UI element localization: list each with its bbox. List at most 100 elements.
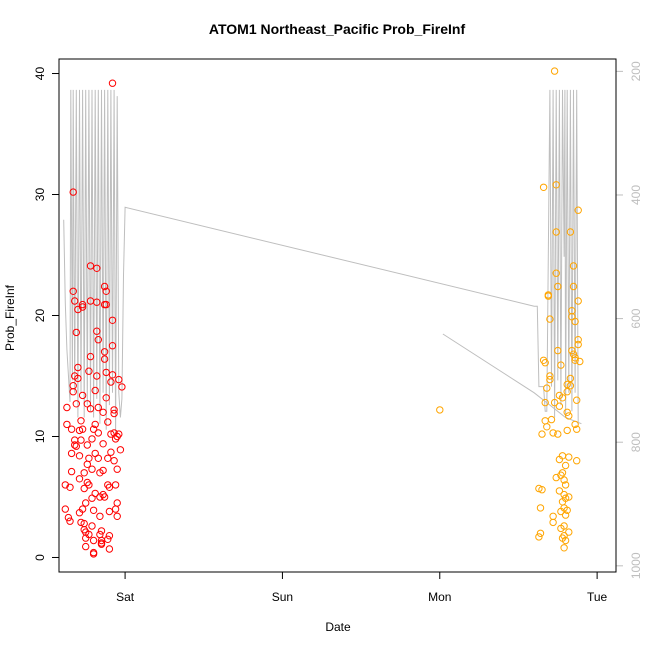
data-point <box>74 374 82 383</box>
data-point <box>99 466 107 475</box>
data-point <box>550 398 559 407</box>
data-point <box>547 415 556 424</box>
data-point <box>565 453 573 461</box>
secondary-tick-label: 400 <box>629 185 643 205</box>
data-point <box>86 352 95 361</box>
data-point <box>108 342 117 350</box>
data-point <box>554 346 562 355</box>
data-point <box>552 181 560 189</box>
data-point <box>94 429 103 437</box>
x-tick-label: Mon <box>428 590 451 604</box>
data-point <box>89 536 98 545</box>
data-point <box>102 287 110 295</box>
data-point <box>80 469 88 477</box>
data-point <box>110 406 118 414</box>
data-point <box>75 475 84 483</box>
data-point <box>541 359 549 367</box>
y-tick-label: 40 <box>33 67 47 81</box>
data-point <box>66 483 74 491</box>
data-point <box>110 409 118 418</box>
data-point <box>116 446 125 454</box>
data-point <box>565 493 573 501</box>
data-point <box>560 476 568 484</box>
data-point <box>88 522 96 530</box>
data-point <box>538 486 546 494</box>
data-point <box>102 300 110 309</box>
data-point <box>105 483 114 491</box>
data-point <box>77 417 85 425</box>
data-point <box>539 183 548 192</box>
data-point <box>85 367 93 375</box>
data-point <box>107 448 115 456</box>
data-point <box>571 354 579 362</box>
data-point <box>111 481 120 489</box>
data-point <box>110 457 118 465</box>
data-point <box>563 506 571 514</box>
data-point <box>91 420 99 429</box>
data-point <box>558 394 567 402</box>
data-point <box>72 442 81 450</box>
data-point <box>565 412 573 420</box>
data-point <box>544 291 552 299</box>
data-point <box>574 297 582 305</box>
data-point <box>549 518 557 527</box>
y-tick-label: 30 <box>33 188 47 202</box>
data-point <box>102 368 110 377</box>
data-point <box>554 430 562 438</box>
data-point <box>88 435 96 443</box>
data-point <box>89 548 98 557</box>
data-point <box>546 372 554 380</box>
data-point <box>96 512 104 520</box>
data-point <box>105 532 114 540</box>
data-point <box>97 539 106 547</box>
data-point <box>107 378 115 386</box>
data-point <box>541 398 549 407</box>
data-point <box>549 512 557 520</box>
data-point <box>565 528 573 536</box>
data-point <box>105 507 114 516</box>
data-point <box>71 297 79 305</box>
data-point <box>86 262 95 270</box>
data-point <box>563 380 571 389</box>
data-point <box>560 544 568 552</box>
data-point <box>78 505 87 513</box>
data-point <box>571 420 579 429</box>
data-point <box>78 300 87 309</box>
secondary-tick-label: 800 <box>629 432 643 452</box>
data-point <box>552 473 560 482</box>
data-point <box>543 384 551 392</box>
data-point <box>573 396 581 404</box>
data-point <box>111 505 120 513</box>
data-point <box>100 348 109 356</box>
data-point <box>82 499 90 507</box>
data-point <box>560 522 568 530</box>
data-point <box>94 336 103 344</box>
data-point <box>436 406 444 414</box>
data-point <box>550 67 559 75</box>
data-point <box>541 417 549 425</box>
data-point <box>67 449 76 458</box>
data-point <box>82 542 90 551</box>
data-point <box>566 228 575 236</box>
data-point <box>576 357 584 366</box>
data-point <box>555 402 564 410</box>
data-point <box>543 423 551 431</box>
data-point <box>69 388 77 396</box>
data-point <box>563 426 571 435</box>
data-point <box>80 484 88 493</box>
data-point <box>115 375 123 384</box>
chart-title: ATOM1 Northeast_Pacific Prob_FireInf <box>209 21 466 37</box>
x-tick-label: Sat <box>116 590 135 604</box>
secondary-line-layer <box>63 89 582 437</box>
data-point <box>568 346 576 355</box>
data-point <box>102 394 110 402</box>
data-point <box>86 405 95 413</box>
data-point <box>99 408 107 416</box>
data-point <box>574 336 582 344</box>
data-point <box>108 371 117 379</box>
y-axis-label: Prob_FireInf <box>3 284 17 351</box>
data-point <box>69 287 77 295</box>
data-point <box>72 400 81 408</box>
data-point <box>69 188 77 196</box>
